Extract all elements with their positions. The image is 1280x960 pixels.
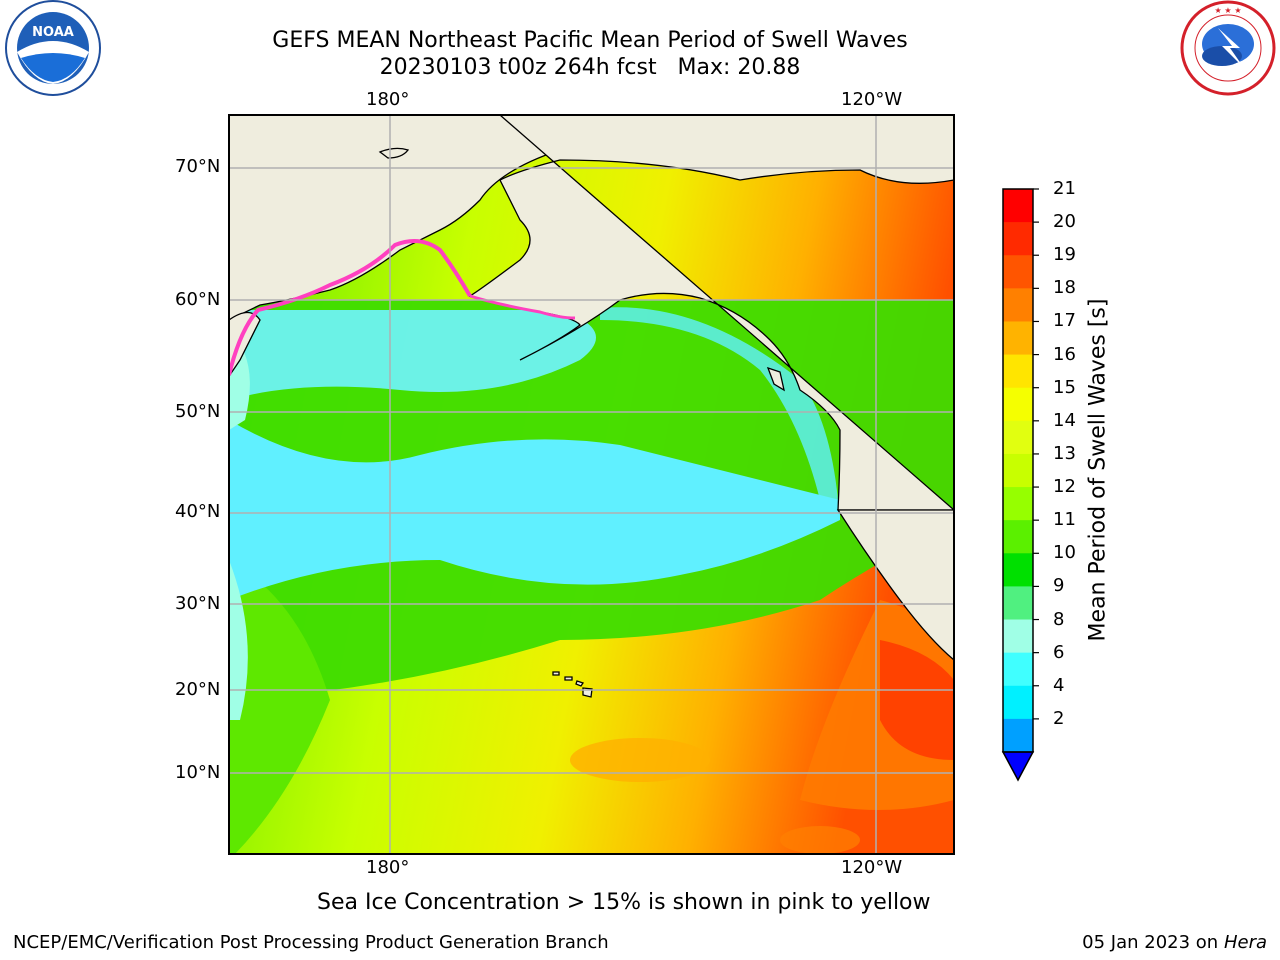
- colorbar-tick-label: 16: [1053, 343, 1076, 365]
- footer-credit: NCEP/EMC/Verification Post Processing Pr…: [13, 932, 609, 953]
- colorbar-tick-label: 8: [1053, 608, 1065, 630]
- colorbar-segment: [1003, 354, 1033, 389]
- colorbar-tick-label: 19: [1053, 244, 1076, 266]
- lon-label-bottom-120w: 120°W: [841, 857, 903, 878]
- colorbar-segment: [1003, 586, 1033, 621]
- colorbar-tick-label: 6: [1053, 641, 1065, 663]
- chart-subtitle: 20230103 t00z 264h fcst Max: 20.88: [379, 55, 801, 80]
- colorbar-tick-label: 11: [1053, 509, 1076, 531]
- colorbar-tick-label: 9: [1053, 575, 1065, 597]
- colorbar-tick-label: 14: [1053, 409, 1076, 431]
- colorbar-extend-arrow: [1001, 751, 1035, 782]
- lat-label-70n: 70°N: [175, 156, 221, 177]
- colorbar-segment: [1003, 718, 1033, 753]
- colorbar-segment: [1003, 685, 1033, 720]
- colorbar-segment: [1003, 189, 1033, 223]
- colorbar-tick-label: 15: [1053, 376, 1076, 398]
- colorbar-segment: [1003, 288, 1033, 322]
- colorbar-segment: [1003, 453, 1033, 488]
- colorbar-segment: [1003, 222, 1033, 256]
- map-frame: [228, 114, 955, 855]
- lat-label-20n: 20°N: [175, 679, 221, 700]
- footer-date: 05 Jan 2023 on Hera: [1082, 932, 1267, 953]
- footer-host: Hera: [1223, 932, 1267, 953]
- colorbar-tick-label: 13: [1053, 442, 1076, 464]
- colorbar-tick-label: 2: [1053, 707, 1065, 729]
- colorbar-segment: [1003, 619, 1033, 654]
- lat-label-10n: 10°N: [175, 762, 221, 783]
- lat-label-30n: 30°N: [175, 593, 221, 614]
- noaa-logo: NOAA: [5, 0, 101, 96]
- colorbar-tick-label: 4: [1053, 674, 1065, 696]
- svg-text:★ ★ ★: ★ ★ ★: [1214, 6, 1241, 15]
- colorbar-tick-label: 18: [1053, 277, 1076, 299]
- lat-label-50n: 50°N: [175, 401, 221, 422]
- chart-title: GEFS MEAN Northeast Pacific Mean Period …: [272, 28, 908, 53]
- colorbar-segment: [1003, 321, 1033, 356]
- colorbar-segment: [1003, 652, 1033, 687]
- colorbar-segment: [1003, 420, 1033, 455]
- footer-date-text: 05 Jan 2023 on: [1082, 932, 1224, 953]
- colorbar-segment: [1003, 387, 1033, 422]
- noaa-logo-text: NOAA: [32, 25, 74, 40]
- nws-logo: ★ ★ ★: [1180, 0, 1276, 96]
- colorbar-segment: [1003, 520, 1033, 554]
- colorbar-label: Mean Period of Swell Waves [s]: [1085, 298, 1111, 642]
- lat-label-60n: 60°N: [175, 289, 221, 310]
- colorbar-tick-label: 12: [1053, 476, 1076, 498]
- colorbar-tick-label: 20: [1053, 211, 1076, 233]
- lon-label-bottom-180: 180°: [366, 857, 410, 878]
- colorbar-segment: [1003, 255, 1033, 289]
- colorbar-tick-label: 17: [1053, 310, 1076, 332]
- lon-label-top-120w: 120°W: [841, 89, 903, 110]
- colorbar-segment: [1003, 487, 1033, 521]
- lat-label-40n: 40°N: [175, 501, 221, 522]
- sea-ice-caption: Sea Ice Concentration > 15% is shown in …: [317, 890, 931, 915]
- colorbar-tick-label: 10: [1053, 542, 1076, 564]
- colorbar-frame: [1002, 188, 1034, 753]
- graticule: [229, 115, 954, 854]
- colorbar-segment: [1003, 553, 1033, 587]
- lon-label-top-180: 180°: [366, 89, 410, 110]
- map-field: [229, 115, 954, 854]
- colorbar-tick-label: 21: [1053, 178, 1076, 199]
